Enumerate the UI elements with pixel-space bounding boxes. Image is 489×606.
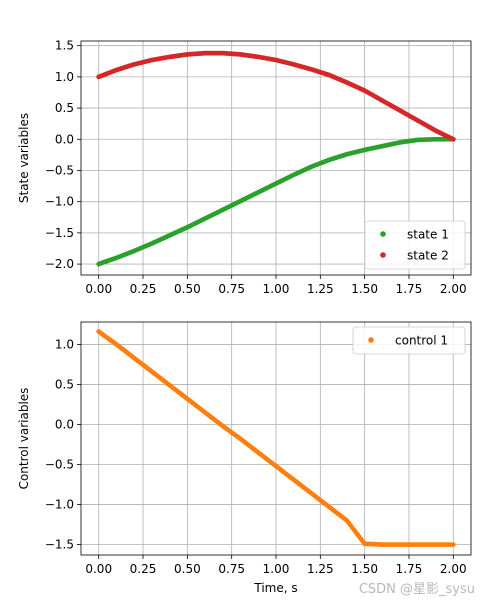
legend-box — [352, 326, 466, 355]
chart-1: 0.00 0.25 0.50 0.75 1.00 1.25 1.50 1.75 2.00 −2.0… — [17, 39, 472, 296]
y-tick-label: 0.0 — [55, 132, 74, 146]
x-tick-label: 0.25 — [130, 282, 157, 296]
y-tick-label: −1.5 — [45, 538, 74, 552]
y-tick-label: 1.0 — [55, 70, 74, 84]
x-tick-label: 1.00 — [263, 562, 290, 576]
y-tick-label: 0.5 — [55, 377, 74, 391]
y-tick-label: 1.0 — [55, 337, 74, 351]
x-tick-label: 1.50 — [351, 562, 378, 576]
x-tick-label: 2.00 — [440, 282, 467, 296]
x-tick-label: 1.25 — [307, 562, 334, 576]
series-control-1 — [96, 329, 456, 547]
x-tick-label: 2.00 — [440, 562, 467, 576]
x-tick-label: 0.50 — [174, 282, 201, 296]
x-axis-label: Time, s — [253, 581, 297, 595]
data-point — [450, 136, 456, 142]
legend-label: state 2 — [407, 249, 449, 263]
y-tick-label: −0.5 — [45, 163, 74, 177]
x-tick-label: 1.00 — [263, 282, 290, 296]
y-tick-label: 1.5 — [55, 39, 74, 53]
x-tick-label: 1.75 — [396, 282, 423, 296]
x-tick-label: 0.00 — [85, 562, 112, 576]
x-tick-label: 0.00 — [85, 282, 112, 296]
x-tick-label: 1.25 — [307, 282, 334, 296]
y-tick-label: −1.5 — [45, 226, 74, 240]
x-tick-label: 0.50 — [174, 562, 201, 576]
x-tick-label: 0.75 — [218, 562, 245, 576]
watermark: CSDN @星影_sysu — [358, 582, 475, 597]
legend-marker — [380, 252, 386, 258]
chart-2: 0.00 0.25 0.50 0.75 1.00 1.25 1.50 1.75 2.00 −1.5… — [17, 321, 472, 595]
series-state-2 — [96, 50, 456, 142]
legend: control 1 — [352, 326, 466, 355]
y-tick-label: 0.0 — [55, 417, 74, 431]
x-tick-label: 1.75 — [396, 562, 423, 576]
data-point — [450, 542, 456, 547]
x-tick-label: 0.75 — [218, 282, 245, 296]
x-tick-label: 0.25 — [130, 562, 157, 576]
legend-label: control 1 — [395, 334, 448, 348]
x-tick-label: 1.50 — [351, 282, 378, 296]
legend-marker — [380, 231, 386, 237]
legend-box — [364, 220, 466, 270]
y-tick-label: 0.5 — [55, 101, 74, 115]
legend-label: state 1 — [407, 228, 449, 242]
legend: state 1 state 2 — [364, 220, 466, 270]
series-state-1 — [96, 136, 456, 267]
y-tick-label: −2.0 — [45, 257, 74, 271]
legend-marker — [368, 337, 374, 343]
y-axis-label: Control variables — [17, 388, 31, 490]
y-tick-label: −1.0 — [45, 498, 74, 512]
y-tick-label: −0.5 — [45, 458, 74, 472]
y-tick-label: −1.0 — [45, 195, 74, 209]
y-axis-label: State variables — [17, 113, 31, 203]
